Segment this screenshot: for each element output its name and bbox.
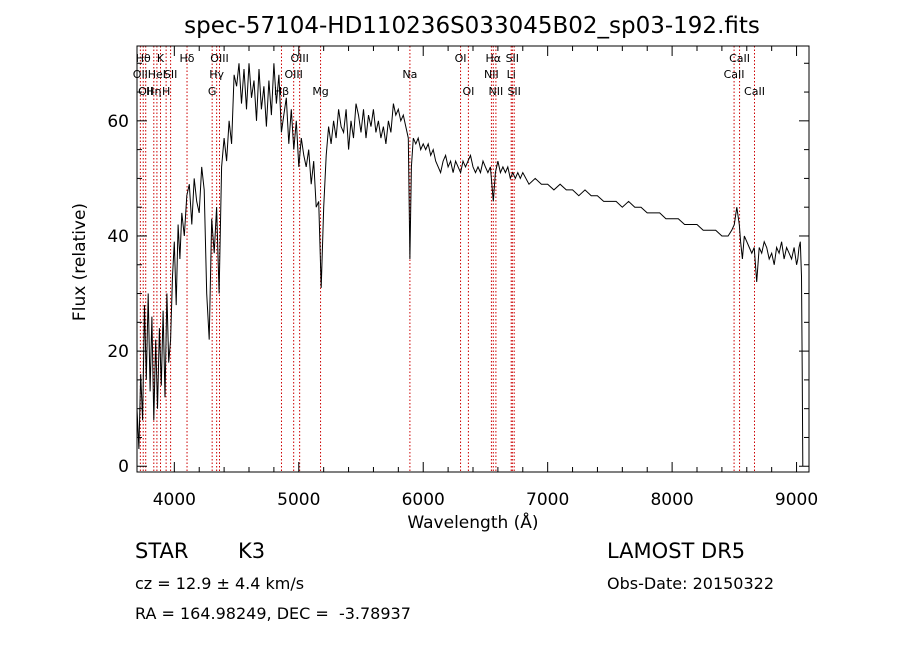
x-tick-label: 5000 [277, 490, 320, 510]
line-marker-labels: OIIHθOIIHηHeIKHSIIHδGHγOIIIHβOIIIOIIIMgN… [133, 52, 765, 98]
line-marker-label: OII [133, 68, 148, 81]
line-marker-label: Li [507, 68, 516, 81]
ra-dec-coordinates: RA = 164.98249, DEC = -3.78937 [135, 604, 411, 623]
line-marker-label: OI [455, 52, 467, 65]
x-tick-label: 7000 [526, 490, 569, 510]
x-tick-label: 4000 [153, 490, 196, 510]
observation-date: Obs-Date: 20150322 [607, 574, 775, 593]
y-tick-label: 40 [107, 227, 129, 247]
line-marker-label: Hα [486, 52, 502, 65]
line-marker-label: G [208, 85, 217, 98]
line-marker-label: CaII [724, 68, 745, 81]
line-marker-label: SII [506, 52, 519, 65]
y-tick-label: 60 [107, 112, 129, 132]
chart-title: spec-57104-HD110236S033045B02_sp03-192.f… [184, 13, 760, 39]
x-tick-label: 8000 [650, 490, 693, 510]
line-marker-label: Mg [312, 85, 328, 98]
redshift-velocity: cz = 12.9 ± 4.4 km/s [135, 574, 305, 593]
line-marker-label: OIII [210, 52, 228, 65]
plot-frame [136, 45, 810, 473]
line-marker-label: Hδ [180, 52, 195, 65]
line-marker-label: OIII [284, 68, 302, 81]
y-axis: 0 20 40 60 [107, 62, 809, 477]
object-type: STAR [135, 539, 189, 563]
line-marker-label: K [157, 52, 165, 65]
line-marker-label: Na [402, 68, 417, 81]
spectrum-line [136, 63, 804, 467]
line-marker-label: Hη [146, 85, 161, 98]
x-tick-label: 9000 [775, 490, 818, 510]
line-marker-label: NII [489, 85, 504, 98]
x-axis: 4000 5000 6000 7000 8000 9000 [153, 46, 818, 510]
line-marker-label: OI [462, 85, 474, 98]
spectrum-chart: spec-57104-HD110236S033045B02_sp03-192.f… [70, 13, 818, 533]
line-marker-label: Hγ [209, 68, 224, 81]
line-marker-label: OIII [290, 52, 308, 65]
line-marker-label: HeI [148, 68, 166, 81]
y-tick-label: 0 [118, 457, 129, 477]
line-marker-label: SII [507, 85, 520, 98]
y-tick-label: 20 [107, 342, 129, 362]
line-marker-label: CaII [744, 85, 765, 98]
line-marker-label: CaII [729, 52, 750, 65]
line-marker-label: NII [484, 68, 499, 81]
line-marker-label: SII [164, 68, 177, 81]
line-markers [139, 46, 755, 472]
survey-name: LAMOST DR5 [607, 539, 746, 563]
line-marker-label: Hθ [136, 52, 151, 65]
y-axis-label: Flux (relative) [70, 203, 90, 321]
line-marker-label: H [162, 85, 170, 98]
x-tick-label: 6000 [402, 490, 445, 510]
object-class: K3 [238, 539, 266, 563]
line-marker-label: OII [138, 85, 153, 98]
x-axis-label: Wavelength (Å) [407, 511, 538, 533]
